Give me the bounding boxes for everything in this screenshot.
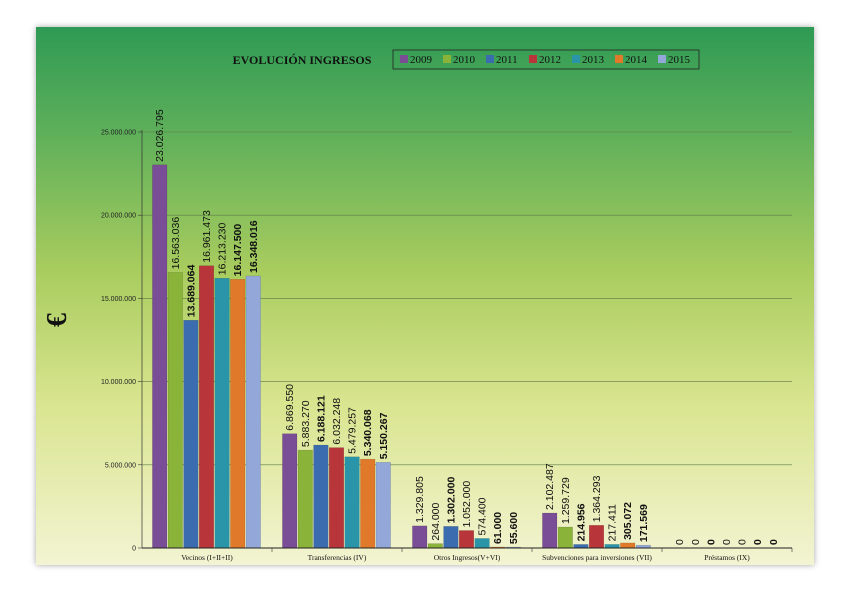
legend-label: 2013 (582, 54, 605, 66)
title-legend-box: EVOLUCIÓN INGRESOS 2009 2010 2011 2012 2013 2… (233, 49, 700, 70)
data-label: 1.052.000 (461, 481, 473, 528)
data-label: 61.000 (492, 512, 504, 544)
bar (344, 456, 360, 549)
bar (198, 265, 214, 549)
legend-swatch (443, 55, 451, 63)
bar (167, 272, 183, 549)
data-label: 5.883.270 (300, 400, 312, 447)
data-label: 0 (690, 539, 702, 545)
data-label: 0 (674, 539, 686, 545)
y-tick-label: 20.000.000 (101, 213, 136, 220)
data-label: 16.563.036 (170, 217, 182, 270)
bar (245, 275, 261, 549)
legend-label: 2012 (539, 54, 561, 66)
data-label: 55.600 (508, 512, 520, 544)
x-tick-label: Préstamos (IX) (704, 553, 750, 562)
data-label: 214.956 (575, 503, 587, 541)
data-label: 0 (705, 539, 717, 545)
data-label: 6.032.248 (331, 398, 343, 445)
bar (573, 544, 589, 549)
bar (474, 538, 490, 549)
data-label: 171.569 (638, 504, 650, 542)
legend-label: 2010 (453, 54, 476, 66)
bar (427, 543, 443, 549)
data-label: 16.147.500 (232, 224, 244, 277)
bar (589, 525, 605, 549)
bar (542, 512, 558, 549)
bar (443, 526, 459, 549)
y-tick-label: 5.000.000 (105, 462, 136, 469)
x-tick-label: Otros Ingresos(V+VI) (434, 553, 501, 562)
legend-swatch (658, 55, 666, 63)
data-label: 1.302.000 (445, 476, 457, 523)
bar (459, 530, 475, 549)
data-label: 305.072 (622, 502, 634, 540)
bar (412, 525, 428, 549)
y-tick-label: 10.000.000 (101, 379, 136, 386)
y-tick-label: 25.000.000 (101, 130, 136, 137)
data-label: 217.411 (607, 504, 619, 541)
y-axis-label: € (42, 313, 73, 327)
bar (230, 279, 246, 549)
legend-label: 2009 (410, 54, 433, 66)
bar (329, 447, 345, 549)
data-label: 1.259.729 (560, 477, 572, 524)
x-axis: Vecinos (I+II+II) Transferencias (IV) Otro… (142, 547, 793, 562)
legend-swatch (529, 55, 537, 63)
data-label: 0 (752, 539, 764, 545)
y-tick-label: 15.000.000 (101, 296, 136, 303)
data-label: 0 (721, 539, 733, 545)
data-label: 1.364.293 (591, 475, 603, 522)
data-label: 5.340.068 (362, 409, 374, 456)
data-label: 16.213.230 (217, 223, 229, 276)
bar (214, 278, 230, 549)
bar (557, 526, 573, 549)
data-label: 0 (768, 539, 780, 545)
bar (313, 444, 329, 549)
legend-swatch (615, 55, 623, 63)
data-label: 6.869.550 (284, 384, 296, 431)
legend-label: 2014 (625, 54, 648, 66)
legend-swatch (572, 55, 580, 63)
bar (375, 462, 391, 549)
y-tick-label: 0 (132, 546, 136, 553)
legend-swatch (400, 55, 408, 63)
data-label: 2.102.487 (544, 463, 556, 510)
data-label: 0 (737, 539, 749, 545)
legend: 2009 2010 2011 2012 2013 2014 2015 (400, 54, 691, 66)
data-label: 16.348.016 (248, 220, 260, 273)
bar (152, 164, 168, 549)
legend-box (392, 49, 700, 70)
data-label: 264.000 (430, 502, 442, 540)
bars (152, 164, 651, 549)
chart-title: EVOLUCIÓN INGRESOS (233, 53, 372, 67)
x-tick-label: Vecinos (I+II+II) (181, 553, 233, 562)
bar (297, 449, 313, 549)
bar (604, 544, 620, 549)
data-label: 5.479.257 (347, 407, 359, 454)
bar (282, 433, 298, 549)
data-label: 5.150.267 (378, 412, 390, 459)
x-tick-label: Subvenciones para inversiones (VII) (542, 553, 652, 562)
data-label: 6.188.121 (315, 395, 327, 442)
bar (360, 458, 376, 549)
data-label: 574.400 (477, 497, 489, 535)
bar (183, 320, 199, 549)
data-label: 13.689.064 (185, 265, 197, 318)
legend-label: 2015 (668, 54, 691, 66)
x-tick-label: Transferencias (IV) (308, 553, 367, 562)
bar (620, 542, 636, 549)
data-label: 23.026.795 (154, 109, 166, 162)
data-label: 16.961.473 (201, 210, 213, 263)
legend-swatch (486, 55, 494, 63)
legend-label: 2011 (496, 54, 518, 66)
data-label: 1.329.805 (414, 476, 426, 523)
y-axis: 0 5.000.000 10.000.000 15.000.000 20.000.000… (101, 130, 143, 553)
